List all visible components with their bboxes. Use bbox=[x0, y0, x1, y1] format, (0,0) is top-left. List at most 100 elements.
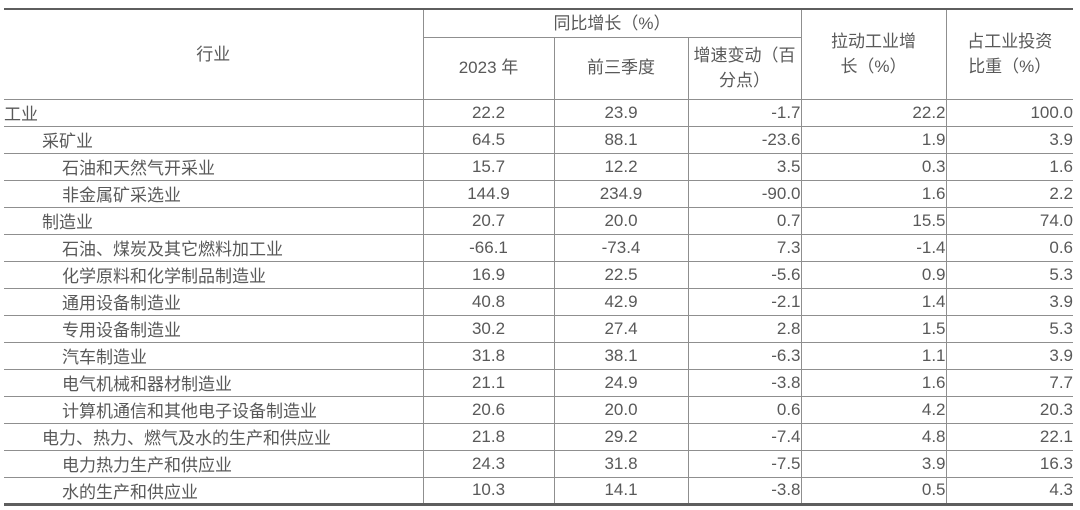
cell-yoy-2023: 20.6 bbox=[422, 396, 554, 424]
table-row: 计算机通信和其他电子设备制造业 20.6 20.0 0.6 4.2 20.3 bbox=[4, 396, 1073, 424]
table-header-sub-row: 2023 年 前三季度 增速变动（百 分点） bbox=[4, 37, 1073, 100]
cell-industry-name: 工业 bbox=[4, 99, 423, 127]
cell-industry-name: 电力热力生产和供应业 bbox=[4, 450, 423, 478]
cell-industry-name: 专用设备制造业 bbox=[4, 315, 423, 343]
cell-yoy-2023: -66.1 bbox=[422, 234, 554, 262]
cell-yoy-2023: 10.3 bbox=[422, 477, 554, 505]
cell-industry-name: 采矿业 bbox=[4, 126, 423, 154]
table-row: 制造业 20.7 20.0 0.7 15.5 74.0 bbox=[4, 207, 1073, 235]
cell-pull-on-growth: 0.5 bbox=[800, 477, 946, 505]
cell-yoy-change: -2.1 bbox=[687, 288, 801, 316]
cell-pull-on-growth: 22.2 bbox=[800, 99, 946, 127]
cell-industry-name: 通用设备制造业 bbox=[4, 288, 423, 316]
cell-yoy-change: 7.3 bbox=[687, 234, 801, 262]
cell-yoy-2023: 24.3 bbox=[422, 450, 554, 478]
cell-yoy-2023: 64.5 bbox=[422, 126, 554, 154]
industry-investment-table-container: 行业 同比增长（%） 拉动工业增 长（%） 占工业投资 比重（%） 2023 年… bbox=[4, 8, 1073, 506]
cell-yoy-change: -3.8 bbox=[687, 369, 801, 397]
cell-investment-share: 3.9 bbox=[945, 288, 1073, 316]
cell-pull-on-growth: 1.5 bbox=[800, 315, 946, 343]
cell-yoy-2023: 31.8 bbox=[422, 342, 554, 370]
cell-yoy-change: 3.5 bbox=[687, 153, 801, 181]
cell-investment-share: 7.7 bbox=[945, 369, 1073, 397]
industry-investment-table: 行业 同比增长（%） 拉动工业增 长（%） 占工业投资 比重（%） 2023 年… bbox=[4, 8, 1073, 506]
cell-yoy-2023: 22.2 bbox=[422, 99, 554, 127]
cell-industry-name: 制造业 bbox=[4, 207, 423, 235]
cell-yoy-change: -3.8 bbox=[687, 477, 801, 505]
table-row: 石油和天然气开采业 15.7 12.2 3.5 0.3 1.6 bbox=[4, 153, 1073, 181]
cell-yoy-2023: 30.2 bbox=[422, 315, 554, 343]
cell-yoy-first-three-quarters: 20.0 bbox=[553, 396, 688, 424]
cell-pull-on-growth: 4.2 bbox=[800, 396, 946, 424]
cell-yoy-2023: 21.1 bbox=[422, 369, 554, 397]
cell-investment-share: 100.0 bbox=[945, 99, 1073, 127]
cell-yoy-first-three-quarters: 38.1 bbox=[553, 342, 688, 370]
table-row: 专用设备制造业 30.2 27.4 2.8 1.5 5.3 bbox=[4, 315, 1073, 343]
cell-yoy-first-three-quarters: 31.8 bbox=[553, 450, 688, 478]
cell-investment-share: 2.2 bbox=[945, 180, 1073, 208]
cell-yoy-first-three-quarters: 12.2 bbox=[553, 153, 688, 181]
cell-yoy-change: -90.0 bbox=[687, 180, 801, 208]
cell-yoy-change: -23.6 bbox=[687, 126, 801, 154]
header-yoy-2023: 2023 年 bbox=[422, 37, 554, 100]
cell-yoy-change: -7.4 bbox=[687, 423, 801, 451]
cell-industry-name: 石油、煤炭及其它燃料加工业 bbox=[4, 234, 423, 262]
cell-investment-share: 1.6 bbox=[945, 153, 1073, 181]
table-row: 工业 22.2 23.9 -1.7 22.2 100.0 bbox=[4, 99, 1073, 127]
cell-investment-share: 5.3 bbox=[945, 315, 1073, 343]
cell-yoy-first-three-quarters: 29.2 bbox=[553, 423, 688, 451]
cell-yoy-first-three-quarters: 20.0 bbox=[553, 207, 688, 235]
table-row: 电力热力生产和供应业 24.3 31.8 -7.5 3.9 16.3 bbox=[4, 450, 1073, 478]
table-row: 采矿业 64.5 88.1 -23.6 1.9 3.9 bbox=[4, 126, 1073, 154]
table-row: 电力、热力、燃气及水的生产和供应业 21.8 29.2 -7.4 4.8 22.… bbox=[4, 423, 1073, 451]
table-header-group-row: 行业 同比增长（%） 拉动工业增 长（%） 占工业投资 比重（%） bbox=[4, 9, 1073, 100]
cell-yoy-first-three-quarters: 23.9 bbox=[553, 99, 688, 127]
cell-investment-share: 3.9 bbox=[945, 126, 1073, 154]
cell-investment-share: 20.3 bbox=[945, 396, 1073, 424]
cell-yoy-2023: 15.7 bbox=[422, 153, 554, 181]
cell-pull-on-growth: 1.6 bbox=[800, 369, 946, 397]
cell-yoy-change: -6.3 bbox=[687, 342, 801, 370]
cell-yoy-2023: 144.9 bbox=[422, 180, 554, 208]
cell-yoy-first-three-quarters: 42.9 bbox=[553, 288, 688, 316]
header-yoy-growth-group: 同比增长（%） bbox=[422, 9, 801, 38]
cell-yoy-2023: 20.7 bbox=[422, 207, 554, 235]
cell-industry-name: 电气机械和器材制造业 bbox=[4, 369, 423, 397]
cell-pull-on-growth: 1.1 bbox=[800, 342, 946, 370]
cell-yoy-2023: 40.8 bbox=[422, 288, 554, 316]
cell-yoy-2023: 16.9 bbox=[422, 261, 554, 289]
cell-investment-share: 22.1 bbox=[945, 423, 1073, 451]
cell-yoy-first-three-quarters: 22.5 bbox=[553, 261, 688, 289]
cell-industry-name: 汽车制造业 bbox=[4, 342, 423, 370]
cell-pull-on-growth: 0.9 bbox=[800, 261, 946, 289]
cell-investment-share: 74.0 bbox=[945, 207, 1073, 235]
cell-industry-name: 石油和天然气开采业 bbox=[4, 153, 423, 181]
cell-yoy-change: -5.6 bbox=[687, 261, 801, 289]
header-yoy-change-pct-points: 增速变动（百 分点） bbox=[687, 37, 801, 100]
cell-yoy-first-three-quarters: 14.1 bbox=[553, 477, 688, 505]
cell-investment-share: 0.6 bbox=[945, 234, 1073, 262]
table-row: 汽车制造业 31.8 38.1 -6.3 1.1 3.9 bbox=[4, 342, 1073, 370]
cell-pull-on-growth: 1.4 bbox=[800, 288, 946, 316]
cell-yoy-first-three-quarters: -73.4 bbox=[553, 234, 688, 262]
cell-yoy-first-three-quarters: 27.4 bbox=[553, 315, 688, 343]
header-industry: 行业 bbox=[4, 9, 423, 100]
cell-pull-on-growth: -1.4 bbox=[800, 234, 946, 262]
table-row: 通用设备制造业 40.8 42.9 -2.1 1.4 3.9 bbox=[4, 288, 1073, 316]
cell-pull-on-growth: 3.9 bbox=[800, 450, 946, 478]
table-row: 化学原料和化学制品制造业 16.9 22.5 -5.6 0.9 5.3 bbox=[4, 261, 1073, 289]
cell-industry-name: 水的生产和供应业 bbox=[4, 477, 423, 505]
header-yoy-first-three-quarters: 前三季度 bbox=[553, 37, 688, 100]
cell-investment-share: 3.9 bbox=[945, 342, 1073, 370]
cell-investment-share: 16.3 bbox=[945, 450, 1073, 478]
table-header: 行业 同比增长（%） 拉动工业增 长（%） 占工业投资 比重（%） 2023 年… bbox=[4, 9, 1073, 100]
cell-yoy-change: 0.6 bbox=[687, 396, 801, 424]
cell-pull-on-growth: 4.8 bbox=[800, 423, 946, 451]
cell-yoy-change: 2.8 bbox=[687, 315, 801, 343]
cell-investment-share: 5.3 bbox=[945, 261, 1073, 289]
cell-industry-name: 化学原料和化学制品制造业 bbox=[4, 261, 423, 289]
cell-pull-on-growth: 15.5 bbox=[800, 207, 946, 235]
table-row: 水的生产和供应业 10.3 14.1 -3.8 0.5 4.3 bbox=[4, 477, 1073, 505]
cell-pull-on-growth: 1.6 bbox=[800, 180, 946, 208]
cell-pull-on-growth: 0.3 bbox=[800, 153, 946, 181]
